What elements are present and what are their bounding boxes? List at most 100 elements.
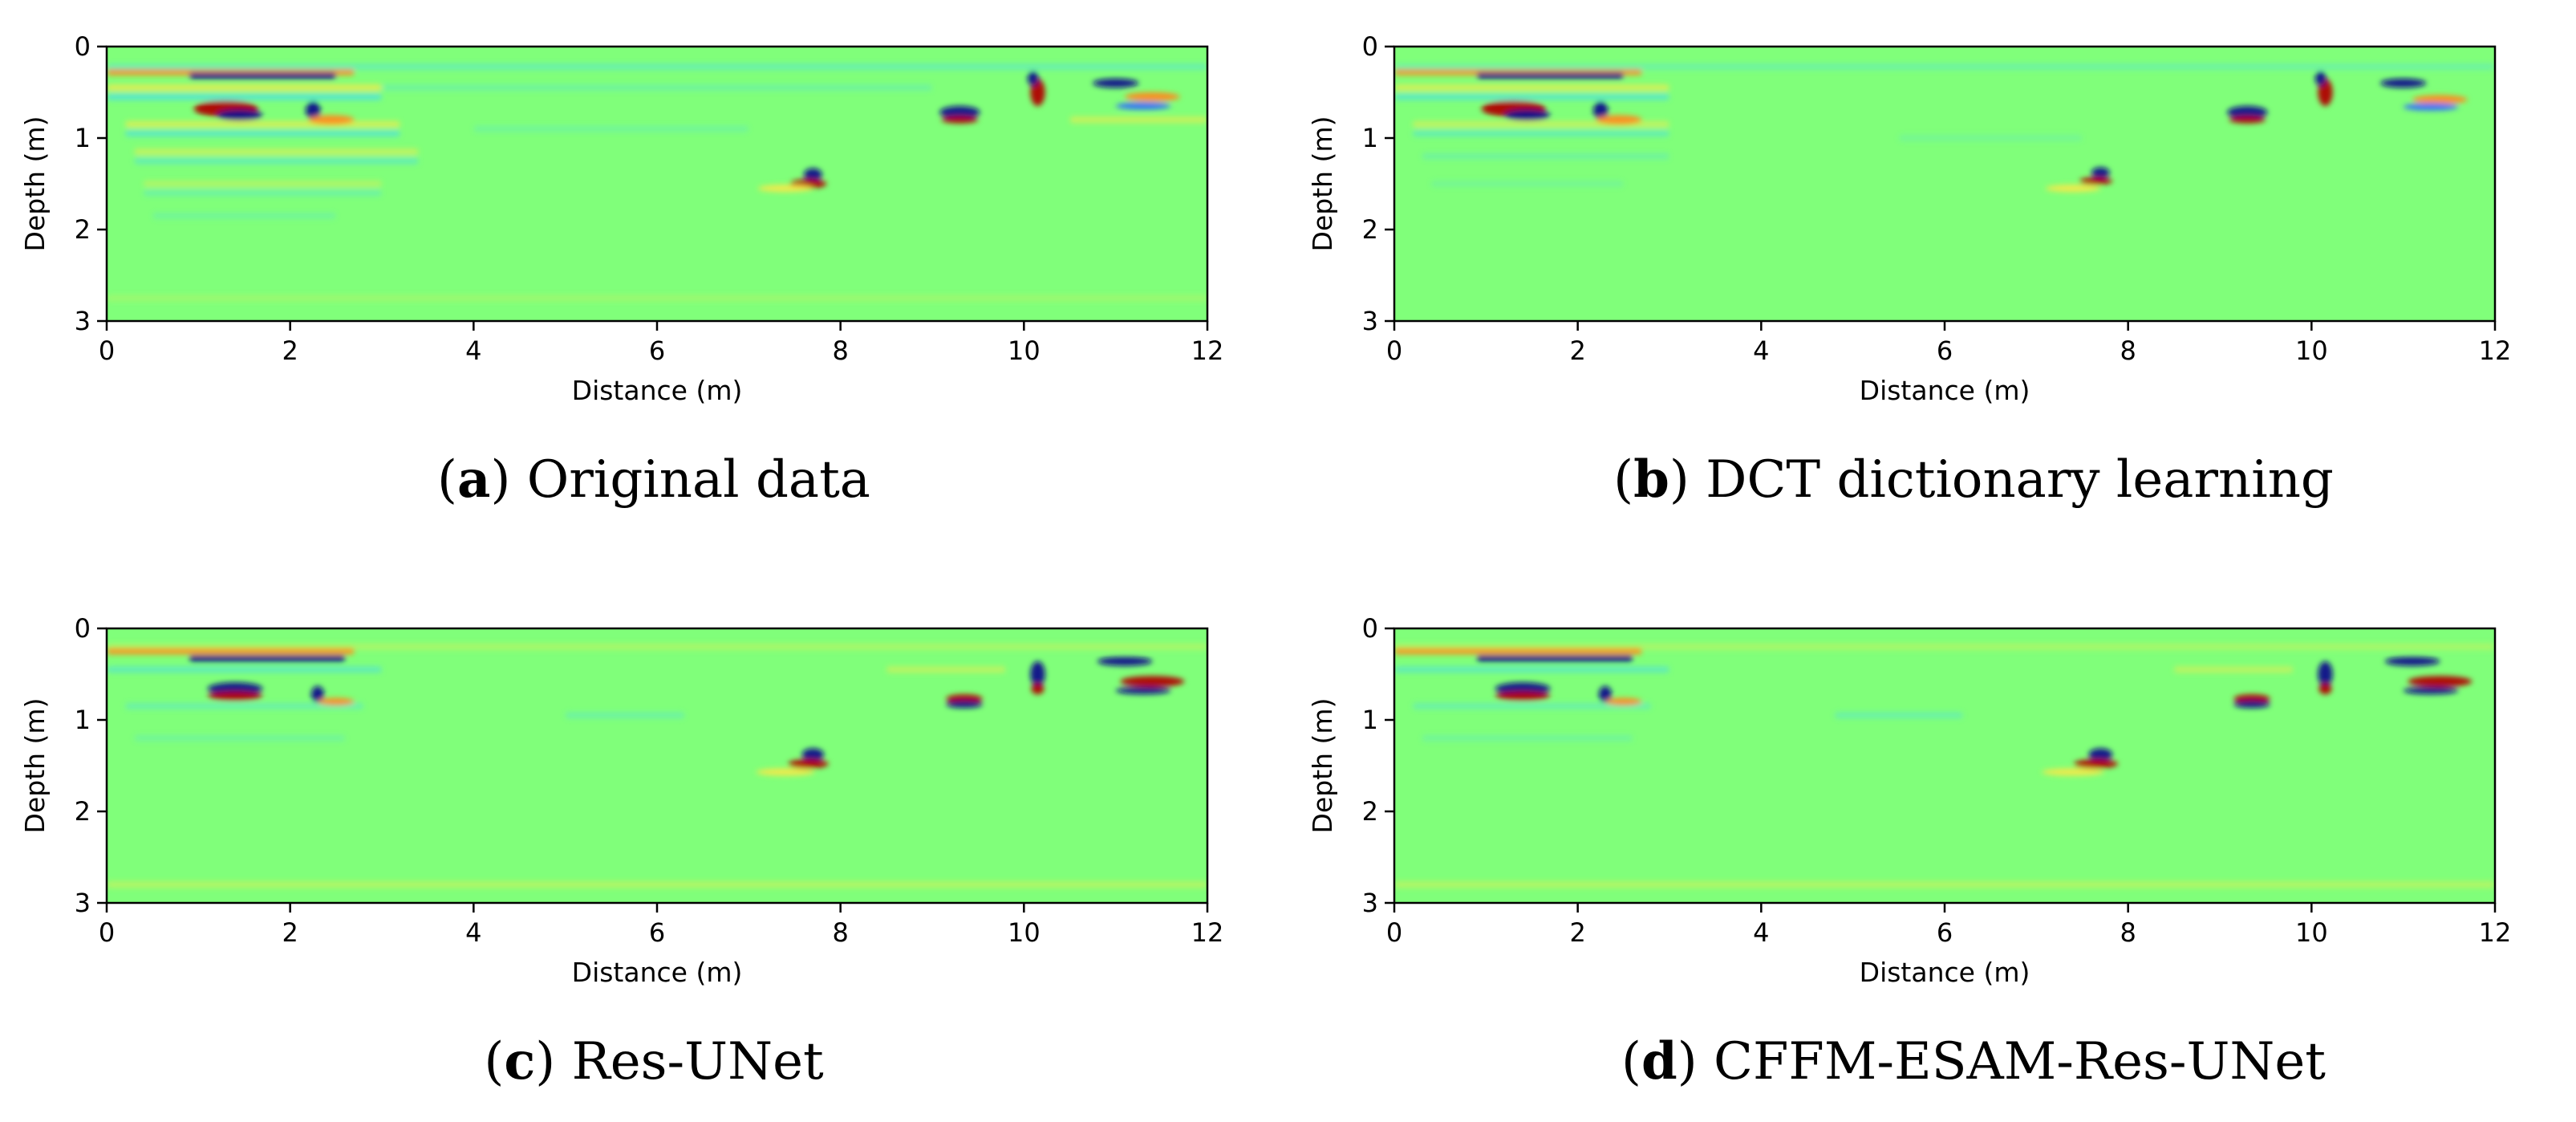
- reflection-band: [1476, 655, 1633, 662]
- caption-a-text: Original data: [526, 450, 870, 510]
- reflection-band: [1394, 881, 2495, 888]
- anomaly-blob: [2045, 185, 2101, 193]
- panel-c: 0 2 4 6 8 10 12 0 1 2 3 Distance (m) Depth (m): [0, 582, 1288, 999]
- anomaly-blob: [1598, 685, 1612, 703]
- y-tick-label: 3: [1362, 306, 1378, 336]
- anomaly-blob: [2088, 748, 2113, 762]
- anomaly-blob: [1027, 71, 1039, 87]
- reflection-band: [1394, 666, 1669, 673]
- reflection-band: [189, 655, 346, 662]
- x-tick-label: 0: [1386, 917, 1402, 948]
- caption-d: (d) CFFM-ESAM-Res-UNet: [1621, 1031, 2326, 1092]
- x-tick-label: 12: [2479, 917, 2512, 948]
- y-tick-label: 1: [75, 705, 91, 735]
- reflection-band: [189, 72, 336, 79]
- anomaly-blob: [941, 116, 979, 124]
- heatmap-features: [107, 63, 1207, 302]
- anomaly-blob: [217, 109, 263, 121]
- x-tick-label: 6: [649, 335, 665, 366]
- x-tick-label: 8: [832, 335, 848, 366]
- reflection-band: [1394, 93, 1669, 100]
- anomaly-blob: [2227, 106, 2268, 120]
- anomaly-blob: [2318, 683, 2332, 695]
- y-tick-label: 2: [75, 796, 91, 827]
- reflection-band: [473, 125, 749, 132]
- anomaly-blob: [2233, 694, 2270, 704]
- y-tick-label: 0: [75, 31, 91, 62]
- x-tick-label: 4: [465, 335, 481, 366]
- anomaly-blob: [2384, 657, 2440, 666]
- heatmap-features: [107, 643, 1207, 888]
- x-tick-label: 6: [1937, 335, 1953, 366]
- panel-b: 0 2 4 6 8 10 12 0 1 2 3 Distance (m) Depth (m): [1288, 0, 2576, 417]
- anomaly-blob: [1097, 657, 1153, 666]
- y-tick-label: 1: [75, 123, 91, 153]
- x-tick-label: 12: [1191, 335, 1224, 366]
- anomaly-blob: [1593, 101, 1608, 120]
- anomaly-blob: [946, 701, 983, 709]
- anomaly-blob: [2403, 686, 2459, 695]
- reflection-band: [143, 189, 382, 197]
- anomaly-blob: [1030, 661, 1045, 687]
- anomaly-blob: [803, 168, 822, 181]
- anomaly-blob: [788, 759, 829, 769]
- anomaly-blob: [2074, 759, 2119, 769]
- x-tick-label: 4: [1753, 335, 1769, 366]
- reflection-band: [134, 157, 419, 165]
- reflection-band: [382, 84, 932, 91]
- reflection-band: [124, 120, 400, 128]
- x-tick-label: 8: [832, 917, 848, 948]
- reflection-band: [124, 130, 400, 137]
- reflection-band: [107, 93, 382, 100]
- heatmap-features: [1394, 63, 2495, 193]
- reflection-band: [1430, 181, 1624, 187]
- anomaly-blob: [2318, 661, 2333, 687]
- panel-a: 0 2 4 6 8 10 12 0 1 2 3 Distance (m) Depth (m): [0, 0, 1288, 417]
- reflection-band: [1069, 116, 1207, 124]
- anomaly-blob: [1495, 682, 1551, 696]
- anomaly-blob: [2314, 71, 2327, 87]
- x-tick-label: 8: [2120, 917, 2136, 948]
- anomaly-blob: [756, 768, 815, 776]
- x-tick-label: 4: [1753, 917, 1769, 948]
- x-tick-label: 0: [99, 917, 115, 948]
- caption-a: (a) Original data: [437, 449, 870, 510]
- y-tick-label: 2: [75, 214, 91, 245]
- anomaly-blob: [2412, 95, 2468, 104]
- y-axis-label: Depth (m): [1307, 116, 1338, 252]
- anomaly-blob: [1115, 686, 1171, 695]
- reflection-band: [1412, 130, 1669, 137]
- x-tick-label: 6: [1937, 917, 1953, 948]
- x-tick-label: 2: [1569, 917, 1585, 948]
- reflection-band: [1422, 734, 1633, 742]
- caption-c-letter: c: [504, 1031, 536, 1092]
- x-tick-label: 8: [2120, 335, 2136, 366]
- anomaly-blob: [939, 106, 980, 120]
- x-tick-label: 2: [282, 917, 298, 948]
- reflection-band: [2173, 666, 2294, 673]
- x-tick-label: 6: [649, 917, 665, 948]
- y-tick-label: 2: [1362, 214, 1378, 245]
- x-tick-label: 10: [2295, 917, 2328, 948]
- anomaly-blob: [1495, 691, 1551, 701]
- reflection-band: [886, 666, 1006, 673]
- reflection-band: [143, 181, 382, 187]
- anomaly-blob: [317, 697, 355, 705]
- reflection-band: [107, 84, 382, 91]
- anomaly-blob: [1120, 676, 1185, 687]
- anomaly-blob: [1125, 92, 1180, 102]
- x-tick-label: 12: [2479, 335, 2512, 366]
- x-axis-label: Distance (m): [1860, 375, 2030, 406]
- y-axis-label: Depth (m): [19, 116, 51, 252]
- anomaly-blob: [308, 115, 355, 124]
- x-tick-label: 0: [99, 335, 115, 366]
- reflection-band: [124, 702, 364, 709]
- heatmap-background: [107, 628, 1207, 903]
- anomaly-blob: [1115, 102, 1171, 110]
- reflection-band: [107, 881, 1207, 888]
- x-tick-label: 12: [1191, 917, 1224, 948]
- anomaly-blob: [310, 685, 324, 703]
- heatmap-background: [1394, 628, 2495, 903]
